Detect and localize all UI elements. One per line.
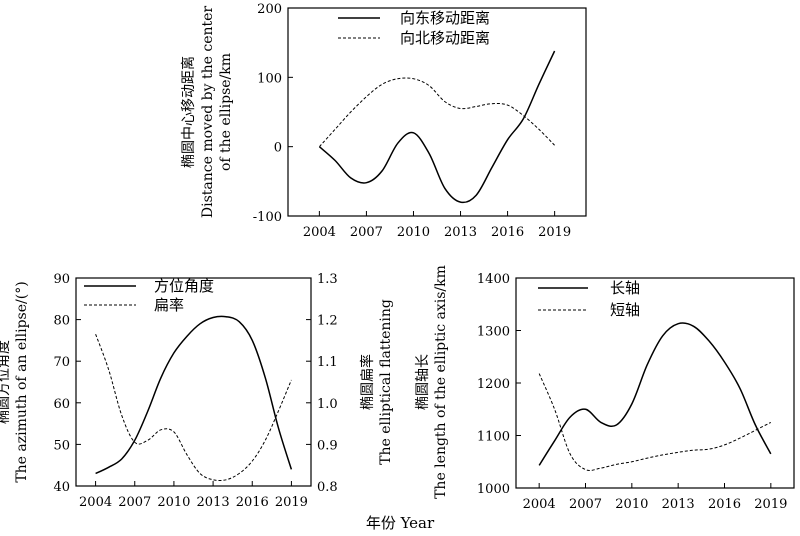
y-tick-label: 50 — [53, 438, 70, 453]
x-tick-label: 2016 — [708, 497, 741, 512]
legend-label-major: 长轴 — [610, 279, 640, 297]
y-axis-label-2-en: The azimuth of an ellipse/(°) — [14, 281, 30, 482]
plot-frame-3 — [515, 277, 795, 489]
y-tick-label: -100 — [253, 210, 282, 225]
y-axis-label-1-en-line1: Distance moved by the center — [200, 6, 216, 219]
x-tick-label: 2010 — [615, 497, 648, 512]
x-tick-label: 2016 — [236, 495, 269, 510]
legend-label-north: 向北移动距离 — [400, 29, 490, 47]
y-tick-label: 1200 — [477, 377, 510, 392]
x-tick-label: 2019 — [538, 225, 571, 240]
x-tick-label: 2007 — [118, 495, 151, 510]
plot-frame-1 — [287, 7, 587, 217]
series-line-dashed — [538, 373, 772, 471]
x-tick-label: 2004 — [303, 225, 336, 240]
x-tick-label: 2010 — [157, 495, 190, 510]
x-tick-label: 2019 — [754, 497, 787, 512]
y-axis-label-1-en-line2: of the ellipse/km — [218, 53, 234, 171]
x-tick-label: 2010 — [397, 225, 430, 240]
y-axis-label-3-en: The length of the elliptic axis/km — [433, 265, 449, 499]
x-tick-label: 2013 — [197, 495, 230, 510]
y-right-tick-label: 0.9 — [317, 438, 338, 453]
y-right-tick-label: 1.0 — [317, 397, 338, 412]
series-line-dashed — [319, 77, 555, 148]
y-tick-label: 70 — [53, 355, 70, 370]
x-tick-label: 2013 — [444, 225, 477, 240]
y-tick-label: 100 — [257, 71, 282, 86]
y-tick-label: 1300 — [477, 325, 510, 340]
legend-label-flattening: 扁率 — [154, 296, 184, 314]
x-tick-label: 2019 — [275, 495, 308, 510]
x-tick-label: 2004 — [79, 495, 112, 510]
plot-frame-2 — [75, 277, 312, 487]
series-line-solid — [95, 315, 293, 475]
y-right-tick-label: 1.3 — [317, 272, 338, 287]
legend-label-east: 向东移动距离 — [400, 9, 490, 27]
x-tick-label: 2013 — [662, 497, 695, 512]
panel-azimuth-flattening: 2004 2007 2010 2013 2016 2019 40 50 60 70 80 90 0.8 0… — [0, 272, 394, 510]
y-tick-label: 90 — [53, 272, 70, 287]
y-tick-label: 80 — [53, 314, 70, 329]
x-tick-label: 2007 — [569, 497, 602, 512]
legend-label-minor: 短轴 — [610, 301, 640, 319]
x-tick-label: 2016 — [491, 225, 524, 240]
y-tick-label: 1000 — [477, 482, 510, 497]
y-tick-label: 1400 — [477, 272, 510, 287]
y-right-tick-label: 1.1 — [317, 355, 338, 370]
y-axis-right-label-2-en: The elliptical flattening — [378, 299, 394, 465]
series-line-dashed — [95, 334, 292, 482]
y-axis-label-3-cn: 椭圆轴长 — [415, 354, 431, 410]
x-tick-label: 2007 — [350, 225, 383, 240]
panel-center-distance: 2004 2007 2010 2013 2016 2019 -100 0 100 200 向东移动… — [180, 2, 587, 240]
y-axis-label-2-cn: 椭圆方位角度 — [0, 340, 12, 424]
y-right-tick-label: 0.8 — [317, 480, 338, 495]
y-tick-label: 40 — [53, 480, 70, 495]
y-tick-label: 60 — [53, 397, 70, 412]
y-tick-label: 0 — [274, 141, 282, 156]
y-tick-label: 1100 — [477, 430, 510, 445]
x-axis-title: 年份 Year — [366, 514, 435, 532]
y-right-tick-label: 1.2 — [317, 314, 338, 329]
x-tick-label: 2004 — [523, 497, 556, 512]
series-line-solid — [538, 322, 772, 466]
y-axis-label-1-cn: 椭圆中心移动距离 — [180, 56, 197, 168]
legend-label-azimuth: 方位角度 — [154, 277, 214, 295]
panel-axis-length: 2004 2007 2010 2013 2016 2019 1000 1100 1200 1300… — [415, 265, 795, 512]
y-tick-label: 200 — [257, 2, 282, 17]
y-axis-right-label-2-cn: 椭圆扁率 — [359, 354, 376, 410]
series-line-solid — [318, 50, 556, 204]
